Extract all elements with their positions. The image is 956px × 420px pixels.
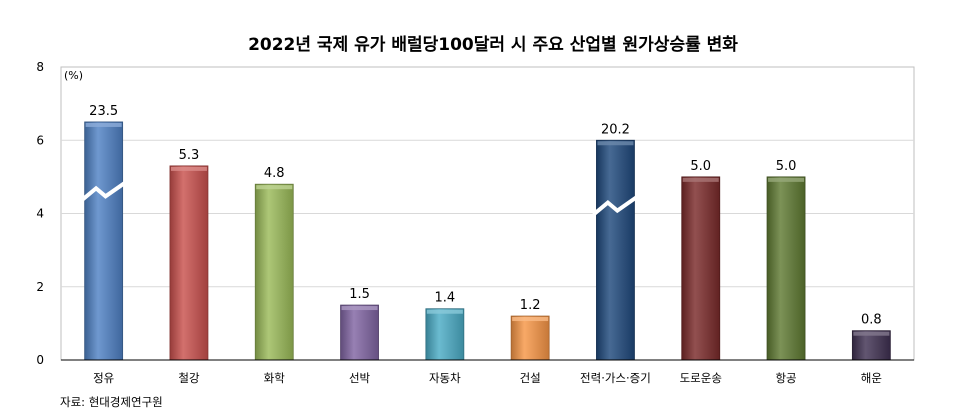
bar-highlight: [341, 306, 378, 311]
y-tick-label: 0: [36, 353, 44, 367]
bar: [254, 183, 294, 361]
bar: [425, 308, 465, 361]
bar-highlight: [597, 141, 634, 146]
bar-highlight: [512, 317, 549, 322]
bar-highlight: [256, 185, 293, 190]
bar: [766, 176, 806, 361]
bar-highlight: [426, 309, 463, 314]
category-label: 선박: [349, 371, 371, 385]
bar: [340, 304, 379, 361]
bar: [681, 176, 721, 361]
y-axis-unit: (%): [64, 69, 83, 82]
bars: [80, 121, 891, 361]
data-label: 5.3: [179, 148, 200, 163]
category-label: 도로운송: [680, 371, 722, 385]
data-label: 20.2: [601, 122, 630, 137]
y-tick-label: 4: [36, 207, 44, 221]
y-axis-ticks: 0 2 4 6 8: [36, 60, 44, 367]
y-tick-label: 2: [36, 280, 44, 294]
bar-highlight: [768, 177, 805, 182]
bar-highlight: [170, 166, 207, 171]
data-label: 0.8: [861, 313, 882, 328]
y-tick-label: 8: [36, 60, 44, 74]
bar-highlight: [853, 331, 890, 336]
data-label: 1.2: [520, 298, 541, 313]
category-label: 화학: [264, 371, 286, 385]
bar-highlight: [85, 122, 122, 127]
data-label: 1.5: [349, 287, 370, 302]
data-label: 5.0: [690, 159, 711, 174]
x-axis-categories: 정유 철강 화학 선박 자동차 건설 전력·가스·증기 도로운송 항공 해운: [93, 371, 882, 385]
bar: [596, 139, 635, 361]
data-labels: 23.5 5.3 4.8 1.5 1.4 1.2 20.2 5.0 5.0 0.8: [89, 104, 882, 328]
category-label: 건설: [520, 371, 541, 385]
bar: [510, 315, 550, 361]
bar: [169, 165, 209, 361]
data-label: 5.0: [776, 159, 797, 174]
bar: [84, 121, 124, 361]
bar-highlight: [682, 177, 719, 182]
category-label: 정유: [93, 371, 114, 385]
chart-title: 2022년 국제 유가 배럴당100달러 시 주요 산업별 원가상승률 변화: [248, 34, 738, 55]
axis-break-mark: [592, 194, 639, 217]
source-note: 자료: 현대경제연구원: [60, 395, 163, 409]
data-label: 23.5: [89, 104, 118, 119]
data-label: 1.4: [435, 291, 456, 306]
y-tick-label: 6: [36, 133, 44, 147]
category-label: 철강: [178, 371, 200, 385]
category-label: 해운: [861, 371, 882, 385]
data-label: 4.8: [264, 166, 285, 181]
axis-break-mark: [80, 180, 127, 202]
category-label: 자동차: [429, 371, 461, 385]
category-label: 항공: [775, 371, 796, 385]
category-label: 전력·가스·증기: [580, 371, 651, 385]
